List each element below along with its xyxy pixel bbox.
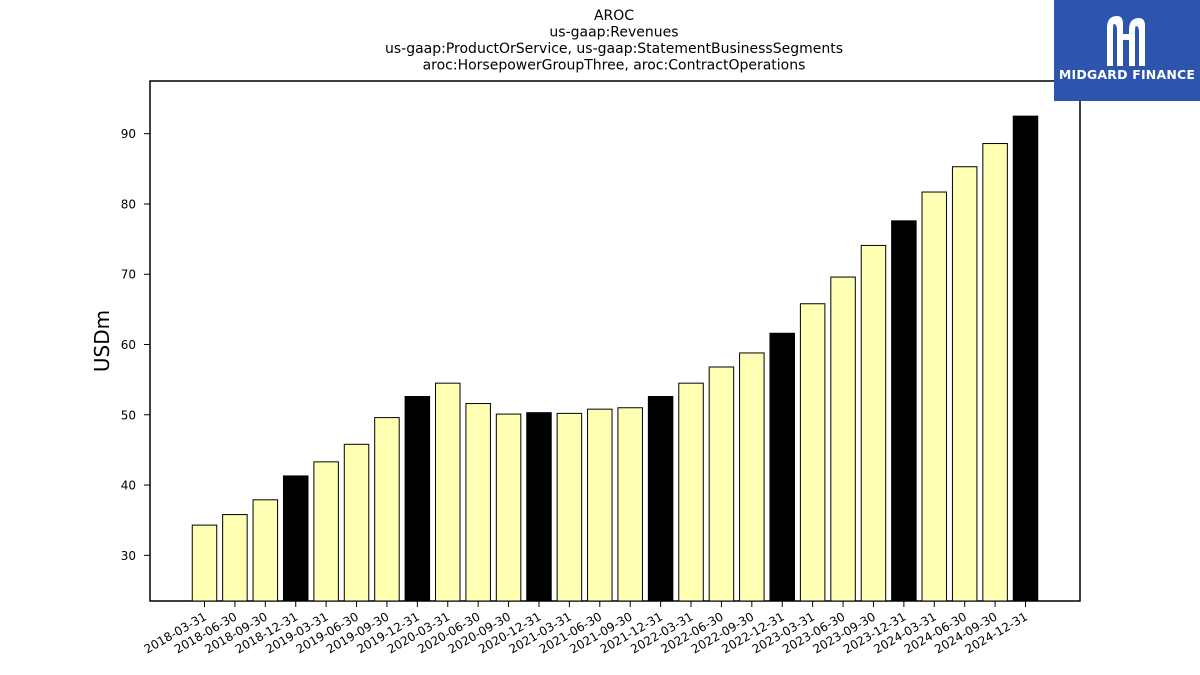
y-tick-label: 80: [121, 197, 136, 211]
bar-2024-06-30: [951, 166, 978, 602]
bar-2022-06-30: [708, 366, 735, 602]
bar-2022-03-31: [678, 382, 704, 602]
bar-2020-12-31: [526, 412, 552, 602]
bar-2022-12-31: [769, 332, 795, 602]
logo-mark-icon: [1107, 16, 1145, 66]
logo-text: MIDGARD FINANCE: [1058, 67, 1196, 82]
plot-area: [149, 80, 1081, 602]
bar-2023-06-30: [830, 276, 856, 602]
title-line: us-gaap:ProductOrService, us-gaap:Statem…: [385, 41, 843, 57]
bar-2023-09-30: [860, 244, 887, 602]
bar-2019-03-31: [313, 461, 339, 602]
bar-2020-03-31: [435, 382, 461, 602]
bar-2021-06-30: [587, 408, 613, 602]
midgard-finance-logo: MIDGARD FINANCE: [1054, 0, 1200, 101]
y-tick-label: 40: [121, 479, 136, 493]
bar-2018-09-30: [252, 499, 279, 602]
x-axis: 2018-03-312018-06-302018-09-302018-12-31…: [142, 601, 1030, 656]
bar-2024-09-30: [982, 143, 1008, 602]
bar-2021-03-31: [556, 412, 583, 602]
bar-2022-09-30: [739, 352, 765, 602]
bars: [191, 115, 1039, 602]
bar-2021-12-31: [647, 396, 674, 602]
bar-2023-03-31: [799, 303, 826, 602]
y-axis-label: USDm: [90, 310, 114, 372]
bar-2023-12-31: [891, 220, 917, 602]
bar-2019-06-30: [343, 443, 370, 602]
bar-2021-09-30: [617, 407, 643, 602]
title-line: aroc:HorsepowerGroupThree, aroc:Contract…: [423, 58, 806, 74]
y-tick-label: 70: [121, 268, 136, 282]
y-tick-label: 60: [121, 338, 136, 352]
title-line: us-gaap:Revenues: [549, 25, 678, 41]
bar-2020-09-30: [495, 413, 522, 602]
chart-title: AROCus-gaap:Revenuesus-gaap:ProductOrSer…: [385, 8, 843, 74]
y-tick-label: 50: [121, 408, 136, 422]
y-tick-label: 30: [121, 549, 136, 563]
title-line: AROC: [594, 8, 634, 24]
bar-2020-06-30: [465, 403, 491, 602]
bar-2019-12-31: [404, 396, 431, 602]
y-tick-label: 90: [121, 127, 136, 141]
bar-2018-06-30: [222, 514, 248, 602]
bar-2024-12-31: [1012, 115, 1039, 602]
bar-2018-03-31: [191, 524, 218, 602]
y-axis: 30 40 50 60 70 80 90: [121, 127, 150, 563]
bar-2019-09-30: [374, 417, 400, 602]
bar-2024-03-31: [921, 191, 948, 602]
bar-2018-12-31: [282, 475, 309, 602]
